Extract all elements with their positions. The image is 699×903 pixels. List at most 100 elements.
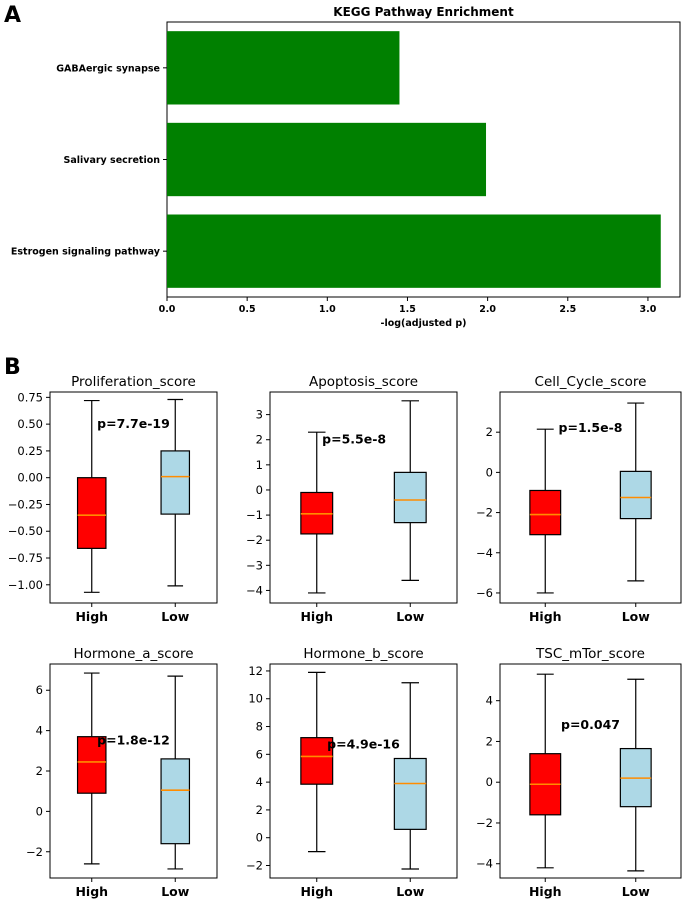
category-label: Estrogen signaling pathway: [11, 247, 161, 258]
y-tick-label: 0.00: [17, 471, 43, 485]
box-plot-1: Proliferation_score 0.75 0.50 0.25 0.00 −0.25…: [8, 374, 218, 624]
x-category-label: Low: [622, 609, 651, 624]
y-tick-label: 0: [486, 465, 493, 479]
box-plot-4: Hormone_a_score 6 4 2 0 −2 High Low p=1.8e-12: [26, 646, 218, 899]
panel-label-a: A: [4, 3, 21, 28]
y-tick-label: 0: [256, 831, 263, 845]
x-category-label: High: [300, 884, 333, 899]
x-category-label: High: [75, 884, 108, 899]
p-value-annotation: p=7.7e-19: [97, 416, 170, 431]
x-category-label: Low: [161, 884, 190, 899]
y-tick-label: −4: [476, 546, 493, 560]
x-tick-label: 0.0: [159, 304, 176, 315]
box-plot-6: TSC_mTor_score 4 2 0 −2 −4 High Low p=0.047: [476, 646, 682, 899]
p-value-annotation: p=0.047: [561, 717, 620, 732]
box-plot-title: TSC_mTor_score: [535, 646, 645, 662]
x-tick-label: 1.0: [319, 304, 336, 315]
y-tick-label: −3: [246, 558, 263, 572]
plot-frame: [269, 663, 458, 879]
box-plot-grid: Proliferation_score 0.75 0.50 0.25 0.00 −0.25…: [8, 374, 682, 899]
y-tick-label: −0.75: [8, 551, 43, 565]
y-tick-label: 6: [256, 747, 263, 761]
y-tick-label: 0.75: [17, 390, 43, 404]
plot-frame: [49, 391, 218, 604]
x-tick-label: 2.0: [479, 304, 496, 315]
box-low: [619, 470, 652, 520]
y-tick-label: −2: [26, 845, 43, 859]
y-tick-label: 2: [486, 734, 493, 748]
x-category-label: High: [75, 609, 108, 624]
y-tick-label: 0: [36, 804, 43, 818]
y-tick-label: 12: [248, 664, 263, 678]
y-tick-label: −0.50: [8, 524, 43, 538]
x-category-label: High: [529, 884, 562, 899]
y-tick-label: −1: [246, 508, 263, 522]
y-tick-label: 10: [248, 692, 263, 706]
y-tick-label: −4: [476, 857, 493, 871]
y-tick-label: 3: [256, 408, 263, 422]
plot-frame: [49, 663, 218, 879]
y-tick-label: 8: [256, 720, 263, 734]
x-tick-label: 2.5: [559, 304, 576, 315]
panel-label-b: B: [4, 355, 21, 380]
bar-chart-title: KEGG Pathway Enrichment: [333, 5, 514, 19]
x-tick-label: 3.0: [640, 304, 657, 315]
x-category-label: Low: [396, 884, 425, 899]
box-low: [393, 471, 427, 524]
x-category-label: High: [529, 609, 562, 624]
y-tick-label: 2: [256, 803, 263, 817]
x-category-label: Low: [622, 884, 651, 899]
box-plot-title: Cell_Cycle_score: [535, 374, 647, 390]
x-tick-label: 0.5: [239, 304, 256, 315]
y-tick-label: 2: [36, 764, 43, 778]
box-low: [160, 758, 191, 845]
y-tick-label: 2: [486, 425, 493, 439]
y-tick-label: 4: [256, 775, 263, 789]
x-tick-label: 1.5: [399, 304, 416, 315]
y-tick-label: 4: [486, 694, 493, 708]
y-tick-label: −2: [476, 506, 493, 520]
y-tick-label: 6: [36, 683, 43, 697]
category-label: Salivary secretion: [64, 155, 161, 166]
x-category-label: Low: [161, 609, 190, 624]
p-value-annotation: p=4.9e-16: [327, 737, 400, 752]
box-plot-5: Hormone_b_score 12 10 8 6 4 2 0 −2 High Low p=4.9e-…: [246, 646, 458, 899]
box-plot-title: Proliferation_score: [71, 374, 196, 390]
p-value-annotation: p=5.5e-8: [322, 432, 386, 447]
bar: [167, 122, 487, 197]
y-tick-label: 0.25: [17, 444, 43, 458]
y-tick-label: −0.25: [8, 497, 43, 511]
y-tick-label: 2: [256, 433, 263, 447]
kegg-bar-chart: KEGG Pathway Enrichment Estrogen signalin…: [11, 5, 681, 329]
x-category-label: Low: [396, 609, 425, 624]
x-category-label: High: [300, 609, 333, 624]
y-tick-label: −2: [476, 816, 493, 830]
plot-frame: [499, 663, 682, 879]
box-high: [76, 736, 107, 794]
box-low: [393, 757, 427, 830]
plot-frame: [499, 391, 682, 604]
y-tick-label: −6: [476, 586, 493, 600]
box-plot-title: Apoptosis_score: [309, 374, 418, 390]
bar: [167, 31, 400, 105]
y-tick-label: 4: [36, 724, 43, 738]
box-plot-title: Hormone_a_score: [73, 646, 193, 662]
box-high: [76, 477, 107, 549]
box-high: [529, 489, 562, 536]
y-tick-label: 0.50: [17, 417, 43, 431]
y-tick-label: 0: [486, 775, 493, 789]
box-plot-3: Cell_Cycle_score 2 0 −2 −4 −6 High Low p=1.5e-8: [476, 374, 682, 624]
y-tick-label: −4: [246, 583, 263, 597]
y-tick-label: −1.00: [8, 578, 43, 592]
plot-frame: [269, 391, 458, 604]
y-tick-label: −2: [246, 858, 263, 872]
box-low: [160, 450, 191, 515]
y-tick-label: −2: [246, 533, 263, 547]
p-value-annotation: p=1.5e-8: [559, 420, 623, 435]
x-axis-label: -log(adjusted p): [381, 318, 467, 329]
box-high: [300, 737, 334, 785]
category-label: GABAergic synapse: [56, 63, 160, 74]
box-plot-2: Apoptosis_score 3 2 1 0 −1 −2 −3 −4 High Low p=5.5e…: [246, 374, 458, 624]
y-tick-label: 0: [256, 483, 263, 497]
